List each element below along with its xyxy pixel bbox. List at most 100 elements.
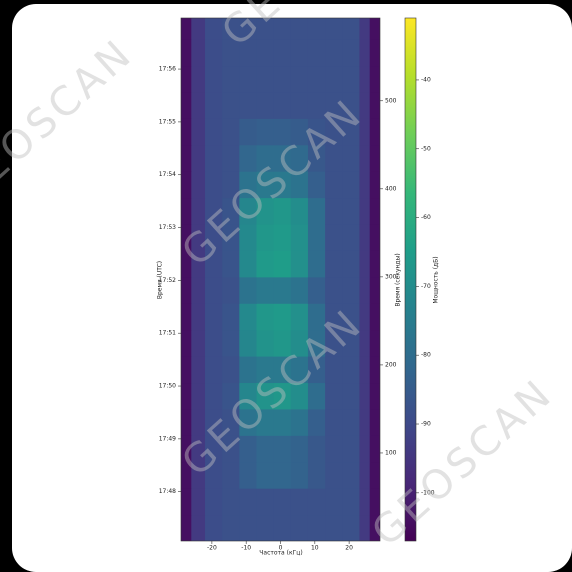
chart: Частота (кГц) Время (UTC) Время (секунды…	[0, 0, 572, 572]
heatmap-cell	[291, 488, 309, 515]
heatmap-cell	[181, 118, 192, 145]
heatmap-cell	[191, 39, 205, 66]
heatmap-cell	[325, 250, 343, 277]
y-tick-label: 17:54	[159, 171, 176, 178]
heatmap-cell	[274, 515, 292, 542]
heatmap-cell	[222, 145, 240, 172]
heatmap-cell	[181, 198, 192, 225]
heatmap-cell	[181, 383, 192, 410]
heatmap-cell	[181, 330, 192, 357]
heatmap-cell	[181, 18, 192, 40]
heatmap-cell	[222, 277, 240, 304]
heatmap-cell	[239, 303, 257, 330]
heatmap-cell	[325, 435, 343, 462]
heatmap-cell	[308, 198, 326, 225]
heatmap-cell	[274, 435, 292, 462]
heatmap-cell	[239, 488, 257, 515]
heatmap-cell	[181, 39, 192, 66]
heatmap-cell	[359, 145, 370, 172]
heatmap-cell	[359, 18, 370, 40]
y-tick-label: 17:52	[159, 277, 176, 284]
y2-tick-label: 100	[385, 449, 397, 456]
heatmap-cell	[256, 118, 274, 145]
heatmap-cell	[370, 145, 381, 172]
heatmap-cell	[370, 277, 381, 304]
heatmap-cell	[342, 462, 360, 489]
heatmap-cell	[308, 435, 326, 462]
heatmap-cell	[359, 250, 370, 277]
heatmap-cell	[222, 303, 240, 330]
watermark: GEOSCAN	[0, 30, 142, 216]
heatmap-cell	[370, 118, 381, 145]
heatmap-cell	[205, 277, 223, 304]
heatmap-cell	[191, 171, 205, 198]
y-tick-label: 17:56	[159, 66, 176, 73]
heatmap-cell	[342, 356, 360, 383]
heatmap-cell	[181, 66, 192, 93]
heatmap-cell	[359, 488, 370, 515]
heatmap-cell	[342, 66, 360, 93]
heatmap-cell	[308, 39, 326, 66]
heatmap-cell	[239, 277, 257, 304]
heatmap-cell	[256, 277, 274, 304]
heatmap-cell	[370, 356, 381, 383]
heatmap-cell	[239, 462, 257, 489]
heatmap-cell	[291, 515, 309, 542]
heatmap-cell	[308, 409, 326, 436]
heatmap-cell	[181, 171, 192, 198]
heatmap-cell	[256, 250, 274, 277]
heatmap-cell	[256, 330, 274, 357]
heatmap-cell	[222, 118, 240, 145]
heatmap-cell	[359, 409, 370, 436]
heatmap-cell	[325, 383, 343, 410]
colorbar-tick-label: -40	[421, 76, 431, 83]
heatmap-cell	[291, 277, 309, 304]
heatmap-cell	[308, 488, 326, 515]
heatmap-cell	[370, 18, 381, 40]
heatmap-cell	[342, 409, 360, 436]
heatmap-cell	[274, 39, 292, 66]
heatmap-cell	[256, 224, 274, 251]
heatmap-cell	[342, 250, 360, 277]
y2-tick-label: 500	[385, 97, 397, 104]
heatmap-cell	[370, 435, 381, 462]
heatmap-cell	[359, 198, 370, 225]
heatmap-cell	[308, 66, 326, 93]
heatmap-cell	[370, 92, 381, 119]
heatmap-cell	[205, 39, 223, 66]
y-tick-label: 17:48	[159, 488, 176, 495]
heatmap-cell	[256, 39, 274, 66]
heatmap-cell	[191, 66, 205, 93]
heatmap-cell	[291, 66, 309, 93]
y2-tick-label: 400	[385, 185, 397, 192]
heatmap-cell	[274, 92, 292, 119]
heatmap-cell	[205, 488, 223, 515]
heatmap-cell	[191, 118, 205, 145]
heatmap-cell	[359, 277, 370, 304]
watermark: GEOSCAN	[363, 370, 562, 556]
heatmap-cell	[274, 250, 292, 277]
heatmap-cell	[342, 515, 360, 542]
heatmap-cell	[370, 66, 381, 93]
heatmap-cell	[325, 171, 343, 198]
heatmap-cell	[370, 462, 381, 489]
heatmap-cell	[256, 462, 274, 489]
heatmap-cell	[370, 198, 381, 225]
heatmap-cell	[359, 435, 370, 462]
heatmap-cell	[256, 488, 274, 515]
heatmap-cell	[308, 250, 326, 277]
heatmap-cell	[325, 198, 343, 225]
heatmap-cell	[342, 224, 360, 251]
heatmap-cell	[325, 39, 343, 66]
heatmap-cell	[359, 224, 370, 251]
heatmap-cell	[359, 39, 370, 66]
heatmap-cell	[205, 66, 223, 93]
heatmap-cell	[370, 409, 381, 436]
heatmap-cell	[342, 383, 360, 410]
heatmap-cell	[291, 224, 309, 251]
heatmap-cell	[239, 92, 257, 119]
heatmap-cell	[239, 118, 257, 145]
heatmap-cell	[191, 383, 205, 410]
heatmap-cell	[370, 39, 381, 66]
heatmap-cell	[342, 145, 360, 172]
